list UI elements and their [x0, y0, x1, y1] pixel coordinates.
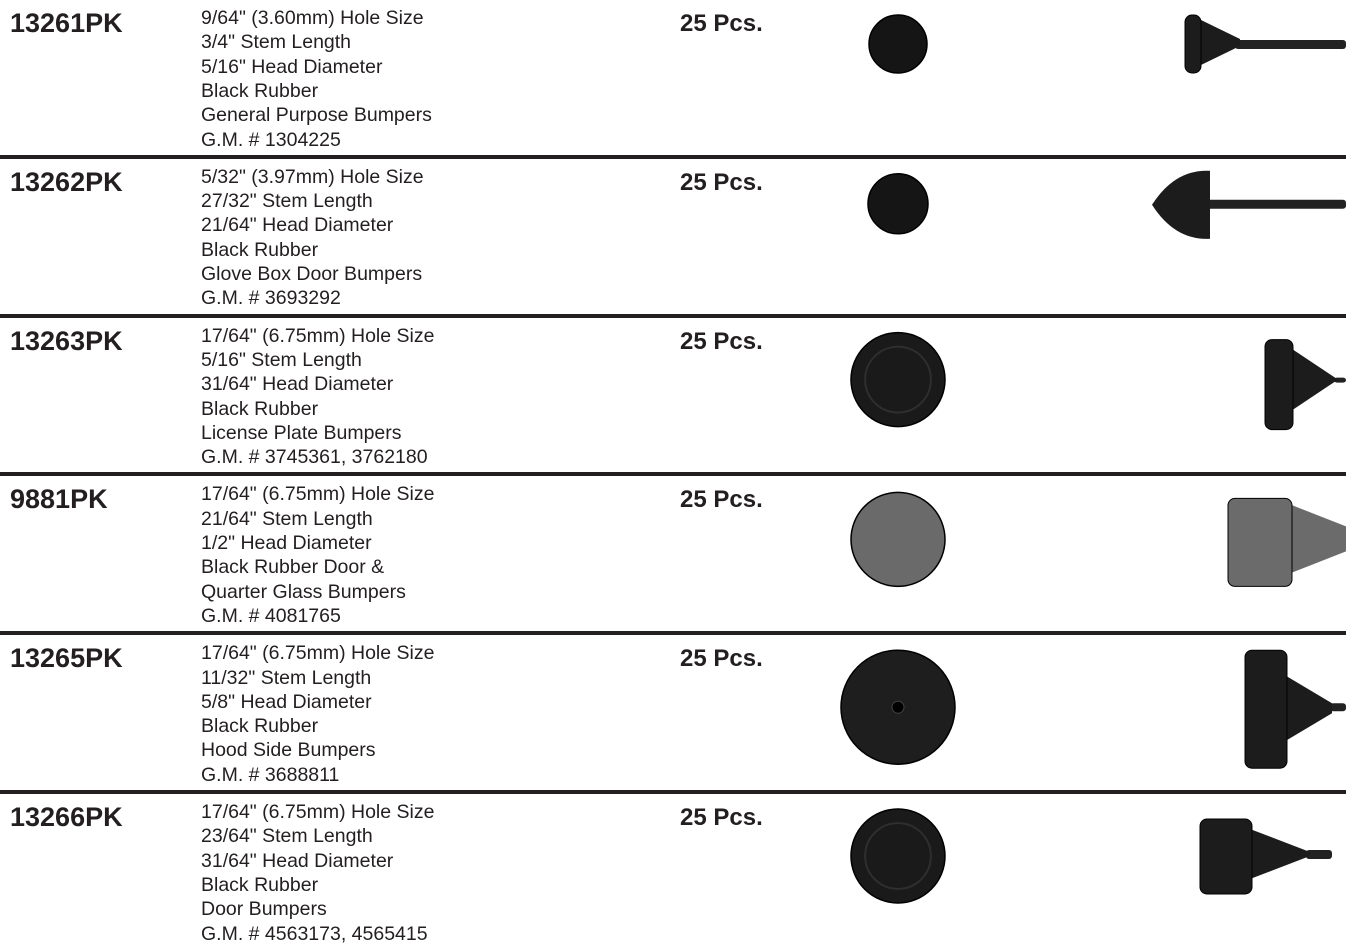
spec-line: Door Bumpers — [201, 898, 327, 921]
spec-line: G.M. # 3688811 — [201, 763, 340, 786]
bumper-stem — [1330, 703, 1346, 712]
spec-line: 9/64" (3.60mm) Hole Size — [201, 7, 424, 29]
spec-line: 5/16" Head Diameter — [201, 55, 383, 78]
bumper-stem — [1334, 377, 1346, 383]
row-divider — [0, 790, 1346, 794]
part-number: 13263PK — [10, 325, 123, 356]
spec-line: 31/64" Head Diameter — [201, 373, 394, 396]
bumper-stem — [1205, 199, 1346, 209]
spec-line: 17/64" (6.75mm) Hole Size — [201, 324, 435, 347]
spec-line: G.M. # 1304225 — [201, 128, 341, 151]
quantity: 25 Pcs. — [680, 168, 763, 196]
bumper-front — [868, 14, 928, 74]
spec-line: 1/2" Head Diameter — [201, 532, 372, 554]
spec-line: 3/4" Stem Length — [201, 31, 352, 54]
bumper-front-ring — [864, 822, 932, 890]
part-number: 9881PK — [10, 484, 108, 515]
spec-line: 21/64" Stem Length — [201, 507, 373, 530]
bumper-hole — [891, 700, 905, 714]
bumper-head — [1244, 649, 1288, 769]
spec-line: Glove Box Door Bumpers — [201, 263, 423, 285]
bumper-side — [1152, 170, 1210, 239]
spec-line: 17/64" (6.75mm) Hole Size — [201, 642, 435, 665]
part-number: 13262PK — [10, 166, 123, 197]
quantity: 25 Pcs. — [680, 804, 763, 831]
bumper-head — [1199, 818, 1253, 895]
bumper-cone — [1290, 504, 1346, 574]
spec-line: 5/8" Head Diameter — [201, 690, 372, 713]
bumper-head — [1264, 339, 1294, 431]
bumper-head — [1184, 14, 1202, 74]
spec-line: 5/16" Stem Length — [201, 348, 362, 371]
quantity: 25 Pcs. — [680, 10, 763, 37]
spec-line: Black Rubber — [201, 238, 319, 261]
quantity: 25 Pcs. — [680, 486, 763, 514]
quantity: 25 Pcs. — [680, 645, 763, 673]
spec-line: General Purpose Bumpers — [201, 104, 432, 127]
spec-line: Black Rubber — [201, 79, 319, 102]
spec-line: 17/64" (6.75mm) Hole Size — [201, 801, 435, 823]
bumper-front — [850, 491, 946, 588]
bumper-cone — [1285, 675, 1332, 742]
spec-line: Black Rubber Door & — [201, 556, 385, 579]
row-divider — [0, 472, 1346, 477]
bumper-front-ring — [864, 345, 932, 414]
row-divider — [0, 631, 1346, 636]
part-number: 13261PK — [10, 8, 123, 38]
bumper-head — [1227, 497, 1293, 587]
spec-line: Hood Side Bumpers — [201, 739, 376, 762]
spec-line: Black Rubber — [201, 715, 319, 738]
spec-line: 23/64" Stem Length — [201, 825, 373, 848]
spec-line: Black Rubber — [201, 397, 319, 420]
bumper-cone — [1201, 20, 1240, 65]
part-number: 13266PK — [10, 802, 123, 832]
bumper-cone — [1290, 347, 1338, 412]
bumper-stem — [1306, 850, 1332, 859]
spec-line: G.M. # 4081765 — [201, 604, 341, 627]
row-divider — [0, 154, 1346, 159]
quantity: 25 Pcs. — [680, 327, 763, 355]
row-divider — [0, 313, 1346, 318]
spec-line: 21/64" Head Diameter — [201, 214, 394, 237]
spec-line: 17/64" (6.75mm) Hole Size — [201, 483, 435, 506]
bumper-front — [867, 173, 929, 235]
spec-line: 11/32" Stem Length — [201, 666, 372, 689]
spec-line: 27/32" Stem Length — [201, 190, 373, 213]
spec-line: Quarter Glass Bumpers — [201, 580, 406, 603]
spec-line: License Plate Bumpers — [201, 421, 402, 444]
bumper-cone — [1250, 829, 1310, 879]
spec-line: Black Rubber — [201, 873, 319, 896]
spec-line: G.M. # 3693292 — [201, 287, 341, 310]
spec-line: G.M. # 4563173, 4565415 — [201, 922, 428, 945]
spec-line: 5/32" (3.97mm) Hole Size — [201, 165, 424, 188]
part-number: 13265PK — [10, 643, 123, 674]
bumper-stem — [1235, 40, 1346, 49]
spec-line: 31/64" Head Diameter — [201, 849, 394, 872]
spec-line: G.M. # 3745361, 3762180 — [201, 446, 428, 469]
